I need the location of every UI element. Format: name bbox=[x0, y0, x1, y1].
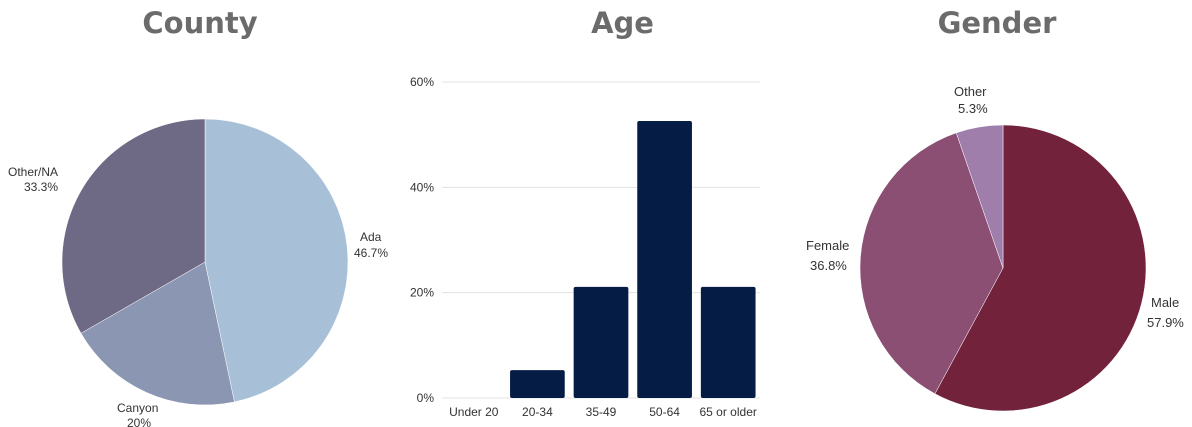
x-tick-label: 50-64 bbox=[649, 405, 680, 419]
county-title: County bbox=[142, 6, 258, 40]
y-tick-label: 60% bbox=[410, 75, 434, 89]
slice-label-female: Female bbox=[806, 238, 849, 253]
pie-slice-male bbox=[934, 124, 1147, 412]
pie-slice-ada bbox=[204, 118, 349, 403]
slice-value-male: 57.9% bbox=[1147, 315, 1184, 330]
x-tick-label: 65 or older bbox=[700, 405, 757, 419]
slice-label-ada: Ada bbox=[360, 230, 382, 244]
slice-value-other-na: 33.3% bbox=[24, 180, 58, 194]
slice-value-ada: 46.7% bbox=[354, 246, 388, 260]
slice-value-other: 5.3% bbox=[958, 101, 988, 116]
pie-slice-canyon bbox=[80, 261, 235, 406]
county-pie-chart: Other/NA 33.3% Ada 46.7% Canyon 20% bbox=[8, 118, 388, 427]
gender-panel: Gender Other 5.3% Female 36.8% Male 57.9… bbox=[792, 0, 1192, 427]
pie-slice-other bbox=[955, 124, 1004, 269]
slice-label-other: Other bbox=[954, 84, 987, 99]
slice-value-canyon: 20% bbox=[127, 416, 151, 427]
gender-pie-chart: Other 5.3% Female 36.8% Male 57.9% bbox=[806, 84, 1184, 412]
age-panel: Age 0% 20% 40% 60% Under 20 20-34 35-49 50-64 6… bbox=[400, 0, 792, 427]
slice-label-male: Male bbox=[1151, 295, 1179, 310]
bar-65-or-older bbox=[700, 286, 756, 398]
bar-50-64 bbox=[637, 120, 692, 399]
slice-label-canyon: Canyon bbox=[117, 401, 158, 415]
x-tick-label: 35-49 bbox=[586, 405, 617, 419]
pie-slice-female bbox=[859, 132, 1004, 395]
y-tick-label: 40% bbox=[410, 180, 434, 194]
bar-20-34 bbox=[510, 370, 565, 398]
age-bar-chart: 0% 20% 40% 60% Under 20 20-34 35-49 50-64 65 or… bbox=[410, 75, 760, 419]
age-title: Age bbox=[591, 6, 654, 40]
slice-label-other-na: Other/NA bbox=[8, 165, 58, 179]
bar-35-49 bbox=[573, 286, 629, 398]
x-tick-label: Under 20 bbox=[449, 405, 499, 419]
y-tick-label: 20% bbox=[410, 286, 434, 300]
pie-slice-other-na bbox=[61, 118, 206, 334]
slice-value-female: 36.8% bbox=[810, 258, 847, 273]
y-tick-label: 0% bbox=[417, 391, 435, 405]
x-tick-label: 20-34 bbox=[522, 405, 553, 419]
gender-title: Gender bbox=[937, 6, 1057, 40]
county-panel: County Other/NA 33.3% Ada 46.7% Canyon 2… bbox=[0, 0, 400, 427]
